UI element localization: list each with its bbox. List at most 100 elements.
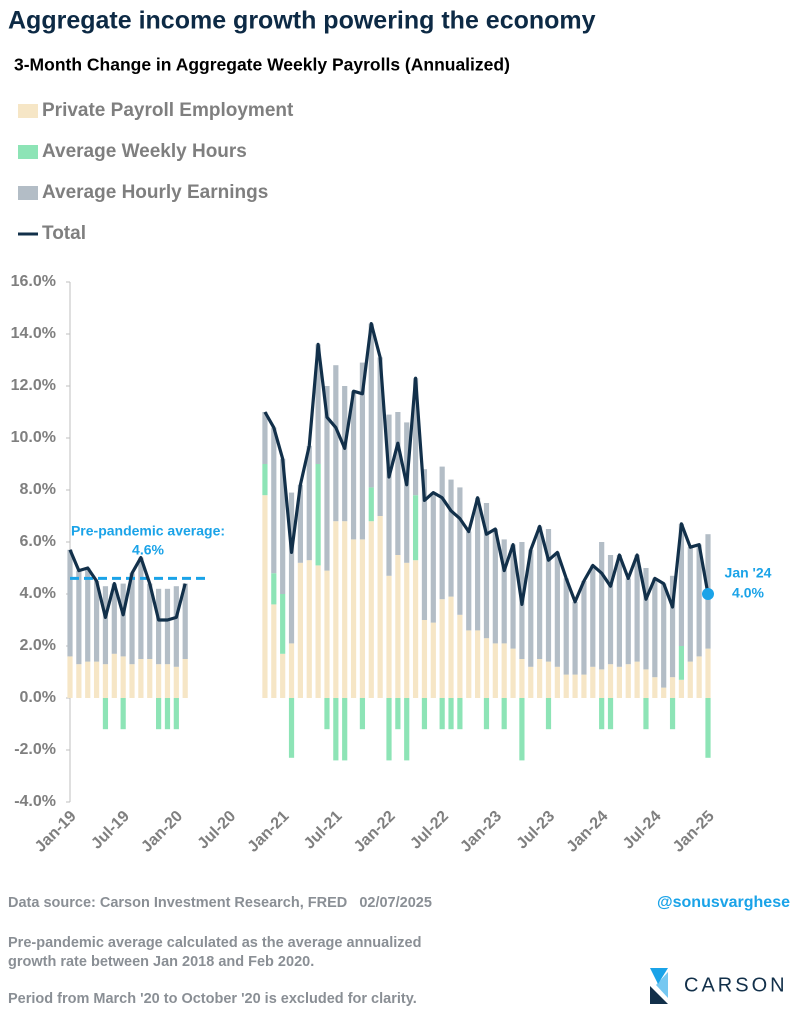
bar-segment (271, 604, 277, 698)
bar-segment (599, 669, 605, 698)
note-line: Pre-pandemic average calculated as the a… (8, 935, 421, 951)
bar-segment (421, 469, 428, 620)
x-tick-label: Jul-19 (88, 808, 133, 853)
bar-segment (315, 344, 321, 464)
bar-segment (661, 687, 667, 698)
bar-segment (386, 575, 392, 698)
bar-segment (545, 529, 552, 662)
y-tick-label: 16.0% (11, 273, 56, 290)
note-line: Period from March '20 to October '20 is … (8, 991, 417, 1007)
bar-segment (342, 698, 348, 761)
bar-segment (333, 521, 339, 698)
bar-segment (368, 487, 374, 522)
bar-segment (705, 698, 711, 758)
legend-swatch (18, 145, 38, 159)
chart-title: Aggregate income growth powering the eco… (8, 7, 596, 35)
bar-segment (262, 464, 268, 496)
chart-subtitle: 3-Month Change in Aggregate Weekly Payro… (14, 55, 510, 75)
logo-mark (650, 968, 668, 1004)
bar-segment (678, 523, 685, 646)
bar-segment (457, 698, 463, 730)
bar-segment (696, 544, 702, 657)
bar-segment (492, 529, 498, 644)
bar-segment (412, 560, 419, 698)
bar-segment (280, 594, 286, 654)
bar-segment (412, 495, 419, 561)
bar-segment (93, 581, 100, 662)
bar-segment (324, 698, 330, 730)
bar-segment (350, 539, 357, 698)
bar-segment (386, 414, 392, 576)
bar-segment (404, 698, 410, 761)
legend-label: Average Hourly Earnings (42, 182, 268, 203)
y-tick-label: 8.0% (20, 481, 56, 498)
bar-segment (599, 698, 605, 730)
bar-segment (448, 596, 454, 698)
bar-segment (590, 565, 596, 667)
bar-segment (288, 643, 295, 698)
bar-segment (528, 666, 534, 698)
bar-segment (111, 653, 117, 698)
bar-segment (705, 648, 711, 698)
end-point (702, 588, 714, 600)
x-tick-label: Jul-21 (301, 808, 346, 853)
bar-segment (271, 427, 277, 574)
bar-segment (85, 661, 91, 698)
bar-segment (404, 422, 410, 563)
bar-segment (412, 378, 419, 496)
bar-segment (510, 544, 516, 649)
bar-segment (377, 516, 383, 698)
bar-segment (368, 323, 374, 488)
bar-segment (607, 698, 614, 730)
y-tick-label: -2.0% (14, 741, 56, 758)
bar-segment (173, 666, 179, 698)
legend-swatch (18, 186, 38, 200)
bar-segment (164, 664, 171, 698)
bar-segment (492, 643, 498, 698)
bar-segment (607, 664, 614, 698)
bar-segment (120, 583, 126, 657)
bar-segment (102, 586, 109, 665)
bar-segment (678, 646, 685, 680)
bar-segment (156, 588, 162, 665)
bar-segment (129, 573, 135, 665)
y-tick-label: -4.0% (14, 793, 56, 810)
x-tick-label: Jan-25 (670, 808, 718, 856)
bar-segment (483, 698, 490, 730)
bar-segment (288, 698, 295, 758)
bar-segment (448, 479, 454, 597)
bar-segment (67, 656, 73, 698)
bar-segment (368, 521, 374, 698)
bar-segment (439, 698, 445, 730)
bar-segment (537, 526, 543, 659)
bar-segment (120, 698, 126, 730)
bar-segment (483, 503, 490, 639)
handle: @sonusvarghese (657, 894, 790, 911)
reference-value: 4.6% (132, 542, 164, 558)
bar-segment (262, 412, 268, 464)
bar-segment (652, 677, 658, 698)
end-annotation: Jan '24 (725, 565, 772, 581)
bar-segment (111, 583, 117, 654)
bar-segment (439, 466, 445, 600)
bar-segment (85, 568, 91, 662)
bar-segment (93, 661, 100, 698)
bar-segment (164, 698, 171, 730)
bar-segment (395, 698, 401, 730)
x-tick-label: Jan-22 (351, 808, 399, 856)
bar-segment (173, 698, 179, 730)
bar-segment (324, 570, 330, 698)
bar-segment (129, 664, 135, 698)
bar-segment (262, 495, 268, 698)
bar-segment (563, 578, 569, 675)
bar-segment (590, 666, 596, 698)
bar-segment (377, 357, 383, 516)
bar-segment (466, 531, 472, 631)
bar-segment (147, 659, 153, 698)
x-tick-label: Jan-19 (32, 808, 80, 856)
bar-segment (138, 557, 144, 659)
bar-segment (359, 698, 366, 730)
bar-segment (466, 630, 472, 698)
bar-segment (572, 601, 578, 675)
